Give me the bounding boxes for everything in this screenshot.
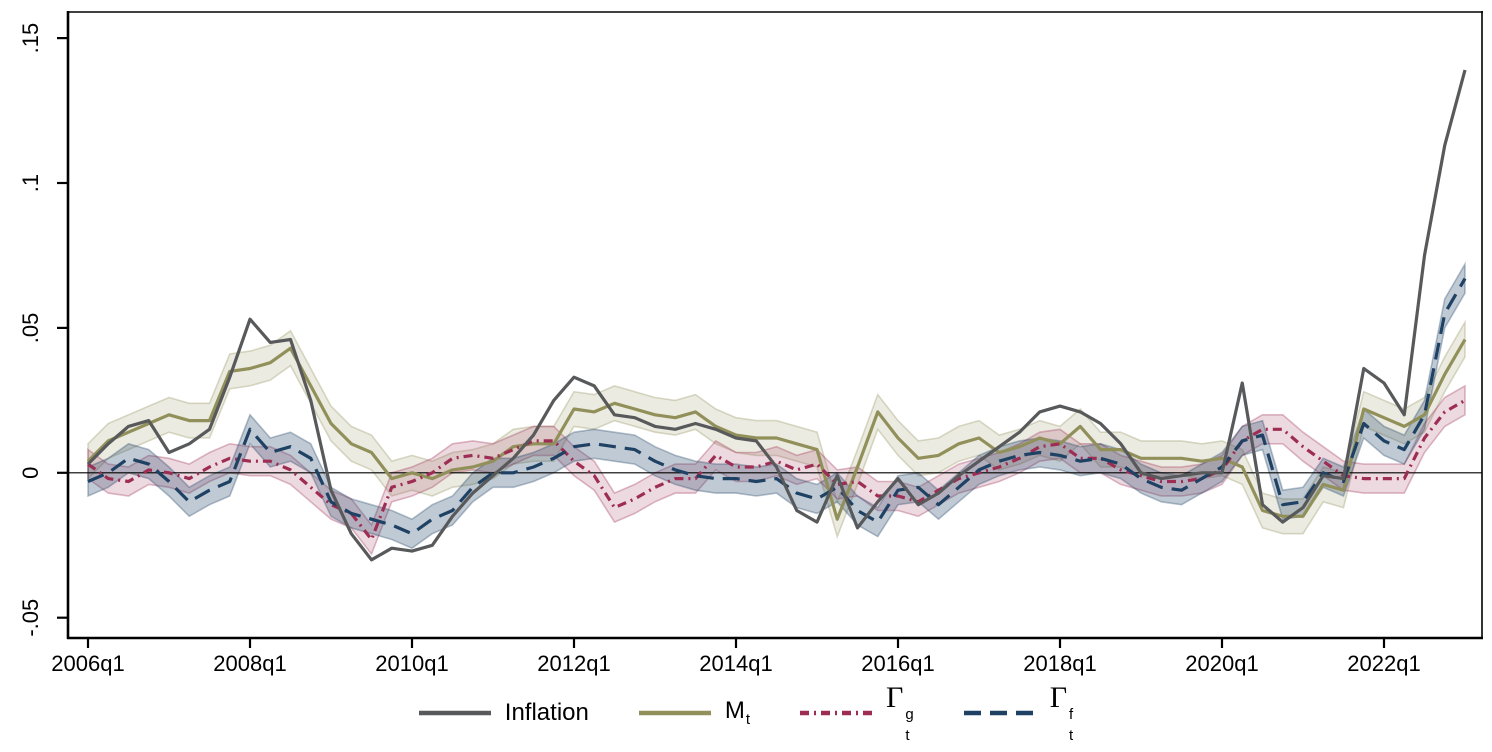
- legend-item-m_t: Mt: [638, 697, 751, 728]
- x-tick-label: 2020q1: [1185, 651, 1258, 676]
- legend-line-sample-m_t: [638, 710, 711, 716]
- series-line-m_t: [86, 338, 1467, 521]
- y-tick-label: -.05: [18, 599, 43, 637]
- legend-item-inflation: Inflation: [418, 699, 589, 726]
- x-tick-label: 2018q1: [1023, 651, 1096, 676]
- legend-line-sample-inflation: [418, 710, 491, 716]
- series-line-inflation: [86, 69, 1467, 562]
- plot-svg: -.05 0 .05 .1 .15 2006q1 2008q1 2010q1 2012q1 201…: [18, 11, 1483, 676]
- y-tick-label: .1: [18, 174, 43, 192]
- x-tick-label: 2008q1: [213, 651, 286, 676]
- x-tick-label: 2016q1: [861, 651, 934, 676]
- legend-label-m_t: Mt: [724, 697, 751, 728]
- y-tick-label: 0: [18, 467, 43, 479]
- x-tick-label: 2022q1: [1347, 651, 1420, 676]
- ci-band-m_t: [87, 319, 1466, 540]
- x-tick-label: 2012q1: [537, 651, 610, 676]
- series-line-gamma_g: [87, 399, 1466, 542]
- plot-area: -.05 0 .05 .1 .15 2006q1 2008q1 2010q1 2012q1 201…: [18, 11, 1483, 676]
- legend-line-sample-gamma_g: [800, 710, 873, 716]
- legend-line-sample-gamma_f: [963, 710, 1036, 716]
- series-line-gamma_f: [87, 277, 1467, 536]
- x-tick-label: 2006q1: [51, 651, 124, 676]
- x-tick-label: 2014q1: [699, 651, 772, 676]
- x-tick-label: 2010q1: [375, 651, 448, 676]
- y-tick-label: .05: [18, 313, 43, 344]
- legend-label-inflation: Inflation: [504, 699, 589, 726]
- y-tick-label: .15: [18, 23, 43, 54]
